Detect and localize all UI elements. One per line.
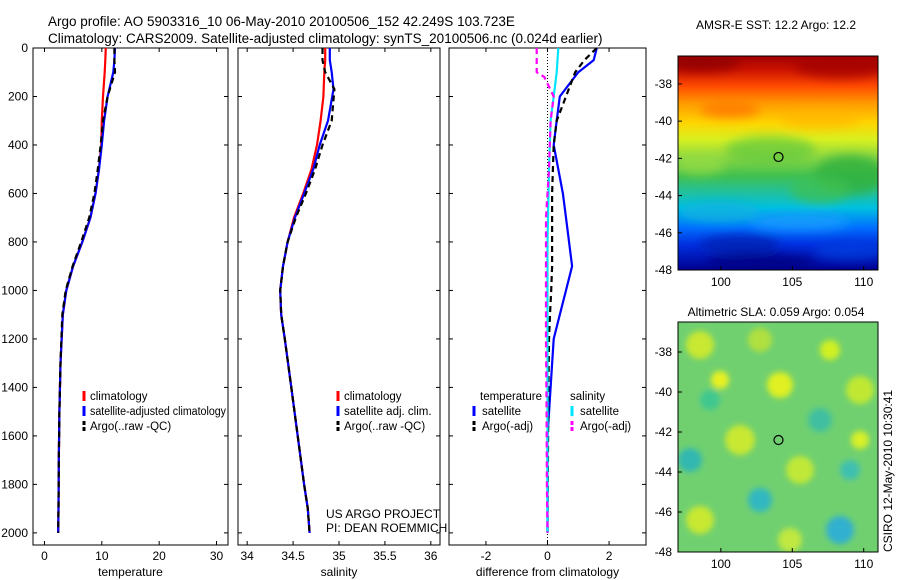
salinity-panel: 34 34.5 35 35.5 36 salinity climatology satelli… xyxy=(237,47,441,579)
y-tick-label: -38 xyxy=(655,345,673,359)
series-line-argo-raw-qc- xyxy=(279,48,336,533)
x-tick-label: 10 xyxy=(95,549,109,563)
legend-label: satellite xyxy=(482,406,521,418)
x-axis-label: salinity xyxy=(321,565,358,579)
y-tick-label: -48 xyxy=(655,263,673,277)
legend-header: temperature xyxy=(480,391,542,403)
x-tick-label: 30 xyxy=(210,549,224,563)
y-tick-label: 400 xyxy=(8,138,28,152)
sst-map-frame xyxy=(677,55,879,271)
y-tick-label: 200 xyxy=(8,89,28,103)
legend-label: climatology xyxy=(90,391,148,403)
y-tick-label: -42 xyxy=(655,425,673,439)
legend-header: salinity xyxy=(570,391,605,403)
x-tick-label: 110 xyxy=(854,275,873,289)
legend-label: Argo(..raw -QC) xyxy=(90,421,171,433)
legend-label: Argo(..raw -QC) xyxy=(344,421,425,433)
sla-map-panel: Altimetric SLA: 0.059 Argo: 0.054 xyxy=(655,305,879,571)
legend-label: satellite-adjusted climatology xyxy=(90,406,226,418)
x-tick-label: 36 xyxy=(424,549,438,563)
y-tick-label: 1800 xyxy=(1,477,28,491)
y-tick-label: -44 xyxy=(655,189,673,203)
legend-label: satellite xyxy=(580,406,619,418)
argo-location-marker xyxy=(773,151,784,163)
y-tick-label: 1200 xyxy=(1,332,28,346)
y-tick-label: 1400 xyxy=(1,380,28,394)
x-tick-label: 0 xyxy=(41,549,48,563)
legend-label: Argo(-adj) xyxy=(580,421,631,433)
x-tick-label: 35.5 xyxy=(373,549,397,563)
argo-location-marker xyxy=(773,434,784,446)
y-tick-label: -46 xyxy=(655,505,673,519)
header-line-2: Climatology: CARS2009. Satellite-adjuste… xyxy=(48,31,603,46)
y-tick-label: -38 xyxy=(655,77,673,91)
series-line-argo-raw-qc- xyxy=(57,48,117,533)
x-tick-label: 34 xyxy=(241,549,255,563)
y-tick-label: 0 xyxy=(21,41,28,55)
x-tick-label: 2 xyxy=(606,549,613,563)
y-tick-label: 1000 xyxy=(1,283,28,297)
sla-map-axes: 100 105 110 -38 -40 -42 -44 -46 -48 xyxy=(655,345,874,571)
y-tick-label: 600 xyxy=(8,186,28,200)
y-tick-label: -42 xyxy=(655,151,673,165)
y-tick-label: 800 xyxy=(8,235,28,249)
sst-map-axes: 100 105 110 -38 -40 -42 -44 -46 -48 xyxy=(655,77,874,289)
plot-frame xyxy=(237,47,441,546)
sla-map-title: Altimetric SLA: 0.059 Argo: 0.054 xyxy=(688,305,865,319)
temperature-panel: 0 200 400 600 800 1000 1200 1400 1600 1800 2000 0 10… xyxy=(1,41,229,579)
x-tick-label: 0 xyxy=(544,549,551,563)
pi-label: PI: DEAN ROEMMICH xyxy=(326,521,447,535)
x-tick-label: 20 xyxy=(152,549,166,563)
x-axis-label: difference from climatology xyxy=(476,565,619,579)
legend-label: satellite adj. clim. xyxy=(344,406,432,418)
x-tick-label: 110 xyxy=(854,557,873,571)
y-tick-label: -44 xyxy=(655,465,673,479)
legend-label: Argo(-adj) xyxy=(482,421,533,433)
sst-map-title: AMSR-E SST: 12.2 Argo: 12.2 xyxy=(696,18,856,32)
legend-label: climatology xyxy=(344,391,402,403)
sst-heatmap xyxy=(678,56,878,270)
header-line-1: Argo profile: AO 5903316_10 06-May-2010 … xyxy=(48,14,515,29)
x-tick-label: 100 xyxy=(711,557,731,571)
sla-map-frame xyxy=(677,321,879,553)
difference-panel: -2 0 2 difference from climatology temperatu… xyxy=(448,47,647,579)
x-tick-label: 34.5 xyxy=(281,549,305,563)
credit-label: CSIRO 12-May-2010 10:30:41 xyxy=(881,390,895,552)
y-tick-label: -40 xyxy=(655,114,673,128)
plot-frame xyxy=(32,47,229,546)
x-tick-label: 100 xyxy=(711,275,731,289)
y-tick-label: 2000 xyxy=(1,526,28,540)
x-tick-label: 105 xyxy=(782,557,802,571)
x-axis-label: temperature xyxy=(98,565,163,579)
y-tick-label: -46 xyxy=(655,226,673,240)
x-tick-label: 35 xyxy=(332,549,346,563)
y-tick-label: -40 xyxy=(655,385,673,399)
x-tick-label: 105 xyxy=(782,275,802,289)
series-line-argo-adj- xyxy=(535,48,555,533)
x-tick-label: -2 xyxy=(481,549,492,563)
y-tick-label: 1600 xyxy=(1,429,28,443)
project-label: US ARGO PROJECT xyxy=(326,507,441,521)
sla-heatmap xyxy=(678,322,878,552)
y-tick-label: -48 xyxy=(655,545,673,559)
sst-map-panel: AMSR-E SST: 12.2 Argo: 12.2 100 105 11 xyxy=(655,18,879,289)
